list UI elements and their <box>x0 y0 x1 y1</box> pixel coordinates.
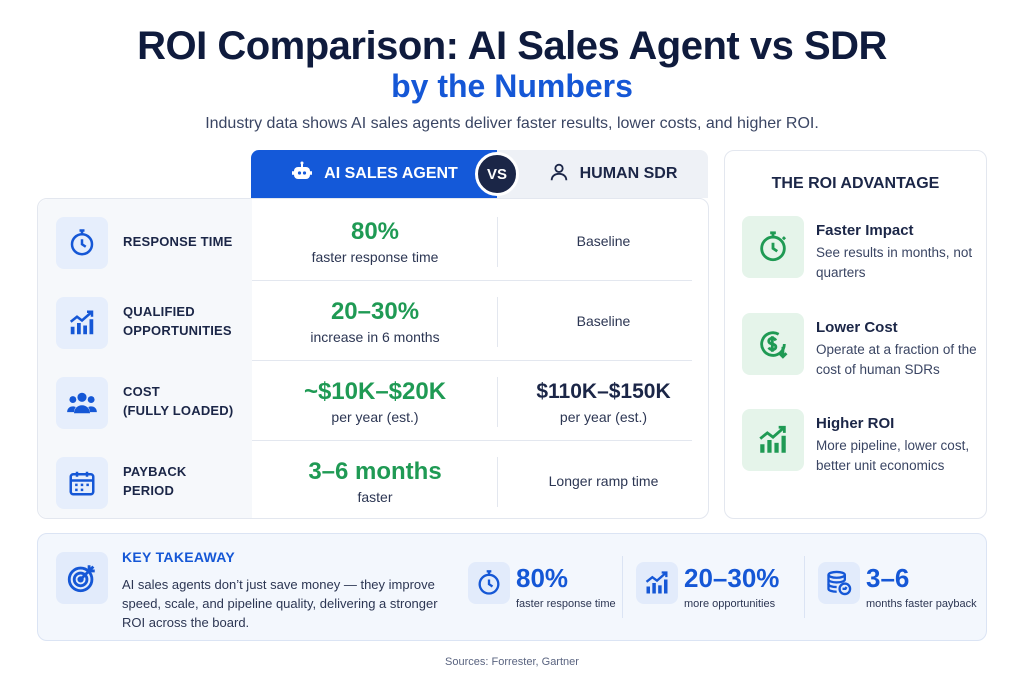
intro-text: Industry data shows AI sales agents deli… <box>205 115 819 132</box>
table-row: QUALIFIED OPPORTUNITIES 20–30% increase i… <box>38 281 710 361</box>
advantage-head: Faster Impact <box>816 222 914 239</box>
page-subtitle: by the Numbers <box>391 68 633 104</box>
person-icon <box>548 161 570 188</box>
takeaway-text: AI sales agents don’t just save money — … <box>122 577 438 630</box>
robot-icon <box>290 160 314 189</box>
ai-value: ~$10K–$20K <box>303 378 447 405</box>
calendar-icon <box>56 457 108 509</box>
ai-note: per year (est.) <box>331 409 419 425</box>
stat-label: more opportunities <box>684 598 776 610</box>
metric-label: PAYBACK <box>123 464 187 479</box>
growth-chart-icon <box>56 297 108 349</box>
metric-label: COST <box>123 384 160 399</box>
takeaway-heading: KEY TAKEAWAY <box>122 549 236 565</box>
ai-value: 3–6 months <box>308 458 442 485</box>
advantage-head: Higher ROI <box>816 415 895 432</box>
stat-item: 20–30% more opportunities <box>636 556 796 618</box>
advantage-head: Lower Cost <box>816 319 898 336</box>
table-row: COST (FULLY LOADED) ~$10K–$20K per year (… <box>38 361 710 441</box>
metric-label: (FULLY LOADED) <box>123 403 234 418</box>
ai-note: increase in 6 months <box>310 329 440 345</box>
sources-note: Sources: Forrester, Gartner <box>445 656 579 668</box>
bar-growth-icon <box>636 562 678 604</box>
roi-advantage-title: THE ROI ADVANTAGE <box>771 175 940 192</box>
target-icon <box>56 552 108 604</box>
advantage-item: Higher ROI More pipeline, lower cost, be… <box>742 409 982 475</box>
sdr-note: Longer ramp time <box>548 473 659 489</box>
advantage-text: More pipeline, lower cost, better unit e… <box>816 438 970 473</box>
bar-growth-icon <box>742 409 804 471</box>
stat-label: faster response time <box>516 598 616 610</box>
sdr-note: per year (est.) <box>559 409 648 425</box>
advantage-text: See results in months, not quarters <box>816 245 973 280</box>
sdr-value: $110K–$150K <box>536 380 671 403</box>
ai-note: faster <box>357 489 393 505</box>
stat-item: 3–6 months faster payback <box>818 556 978 618</box>
table-row: RESPONSE TIME 80% faster response time B… <box>38 201 710 281</box>
stopwatch-icon <box>56 217 108 269</box>
comparison-table: RESPONSE TIME 80% faster response time B… <box>37 198 709 519</box>
sdr-note: Baseline <box>576 313 631 329</box>
key-takeaway-panel: KEY TAKEAWAY AI sales agents don’t just … <box>37 533 987 641</box>
stat-value: 80% <box>516 563 569 593</box>
ai-value: 20–30% <box>330 298 420 325</box>
ai-note: faster response time <box>311 249 439 265</box>
advantage-text: Operate at a fraction of the cost of hum… <box>816 342 977 377</box>
advantage-item: Lower Cost Operate at a fraction of the … <box>742 313 982 379</box>
ai-value: 80% <box>350 218 400 245</box>
coins-icon <box>818 562 860 604</box>
people-icon <box>56 377 108 429</box>
dollar-down-icon <box>742 313 804 375</box>
human-sdr-header: HUMAN SDR <box>497 150 708 198</box>
metric-label: QUALIFIED <box>123 304 195 319</box>
ai-column-label: AI SALES AGENT <box>324 165 458 182</box>
stat-value: 20–30% <box>684 563 780 593</box>
clock-icon <box>742 216 804 278</box>
stopwatch-icon <box>468 562 510 604</box>
metric-label: RESPONSE TIME <box>123 233 233 249</box>
stat-value: 3–6 <box>866 563 910 593</box>
ai-sales-agent-header: AI SALES AGENT <box>251 150 497 198</box>
sdr-column-label: HUMAN SDR <box>579 165 678 182</box>
stat-item: 80% faster response time <box>468 556 618 618</box>
metric-label: OPPORTUNITIES <box>123 323 232 338</box>
vs-badge: VS <box>475 152 519 196</box>
metric-label: PERIOD <box>123 483 175 498</box>
roi-advantage-card: THE ROI ADVANTAGE Faster Impact See resu… <box>724 150 987 519</box>
table-row: PAYBACK PERIOD 3–6 months faster Longer r… <box>38 441 710 521</box>
advantage-item: Faster Impact See results in months, not… <box>742 216 982 282</box>
page-title: ROI Comparison: AI Sales Agent vs SDR <box>137 24 887 68</box>
stat-label: months faster payback <box>866 598 977 610</box>
sdr-note: Baseline <box>576 233 631 249</box>
